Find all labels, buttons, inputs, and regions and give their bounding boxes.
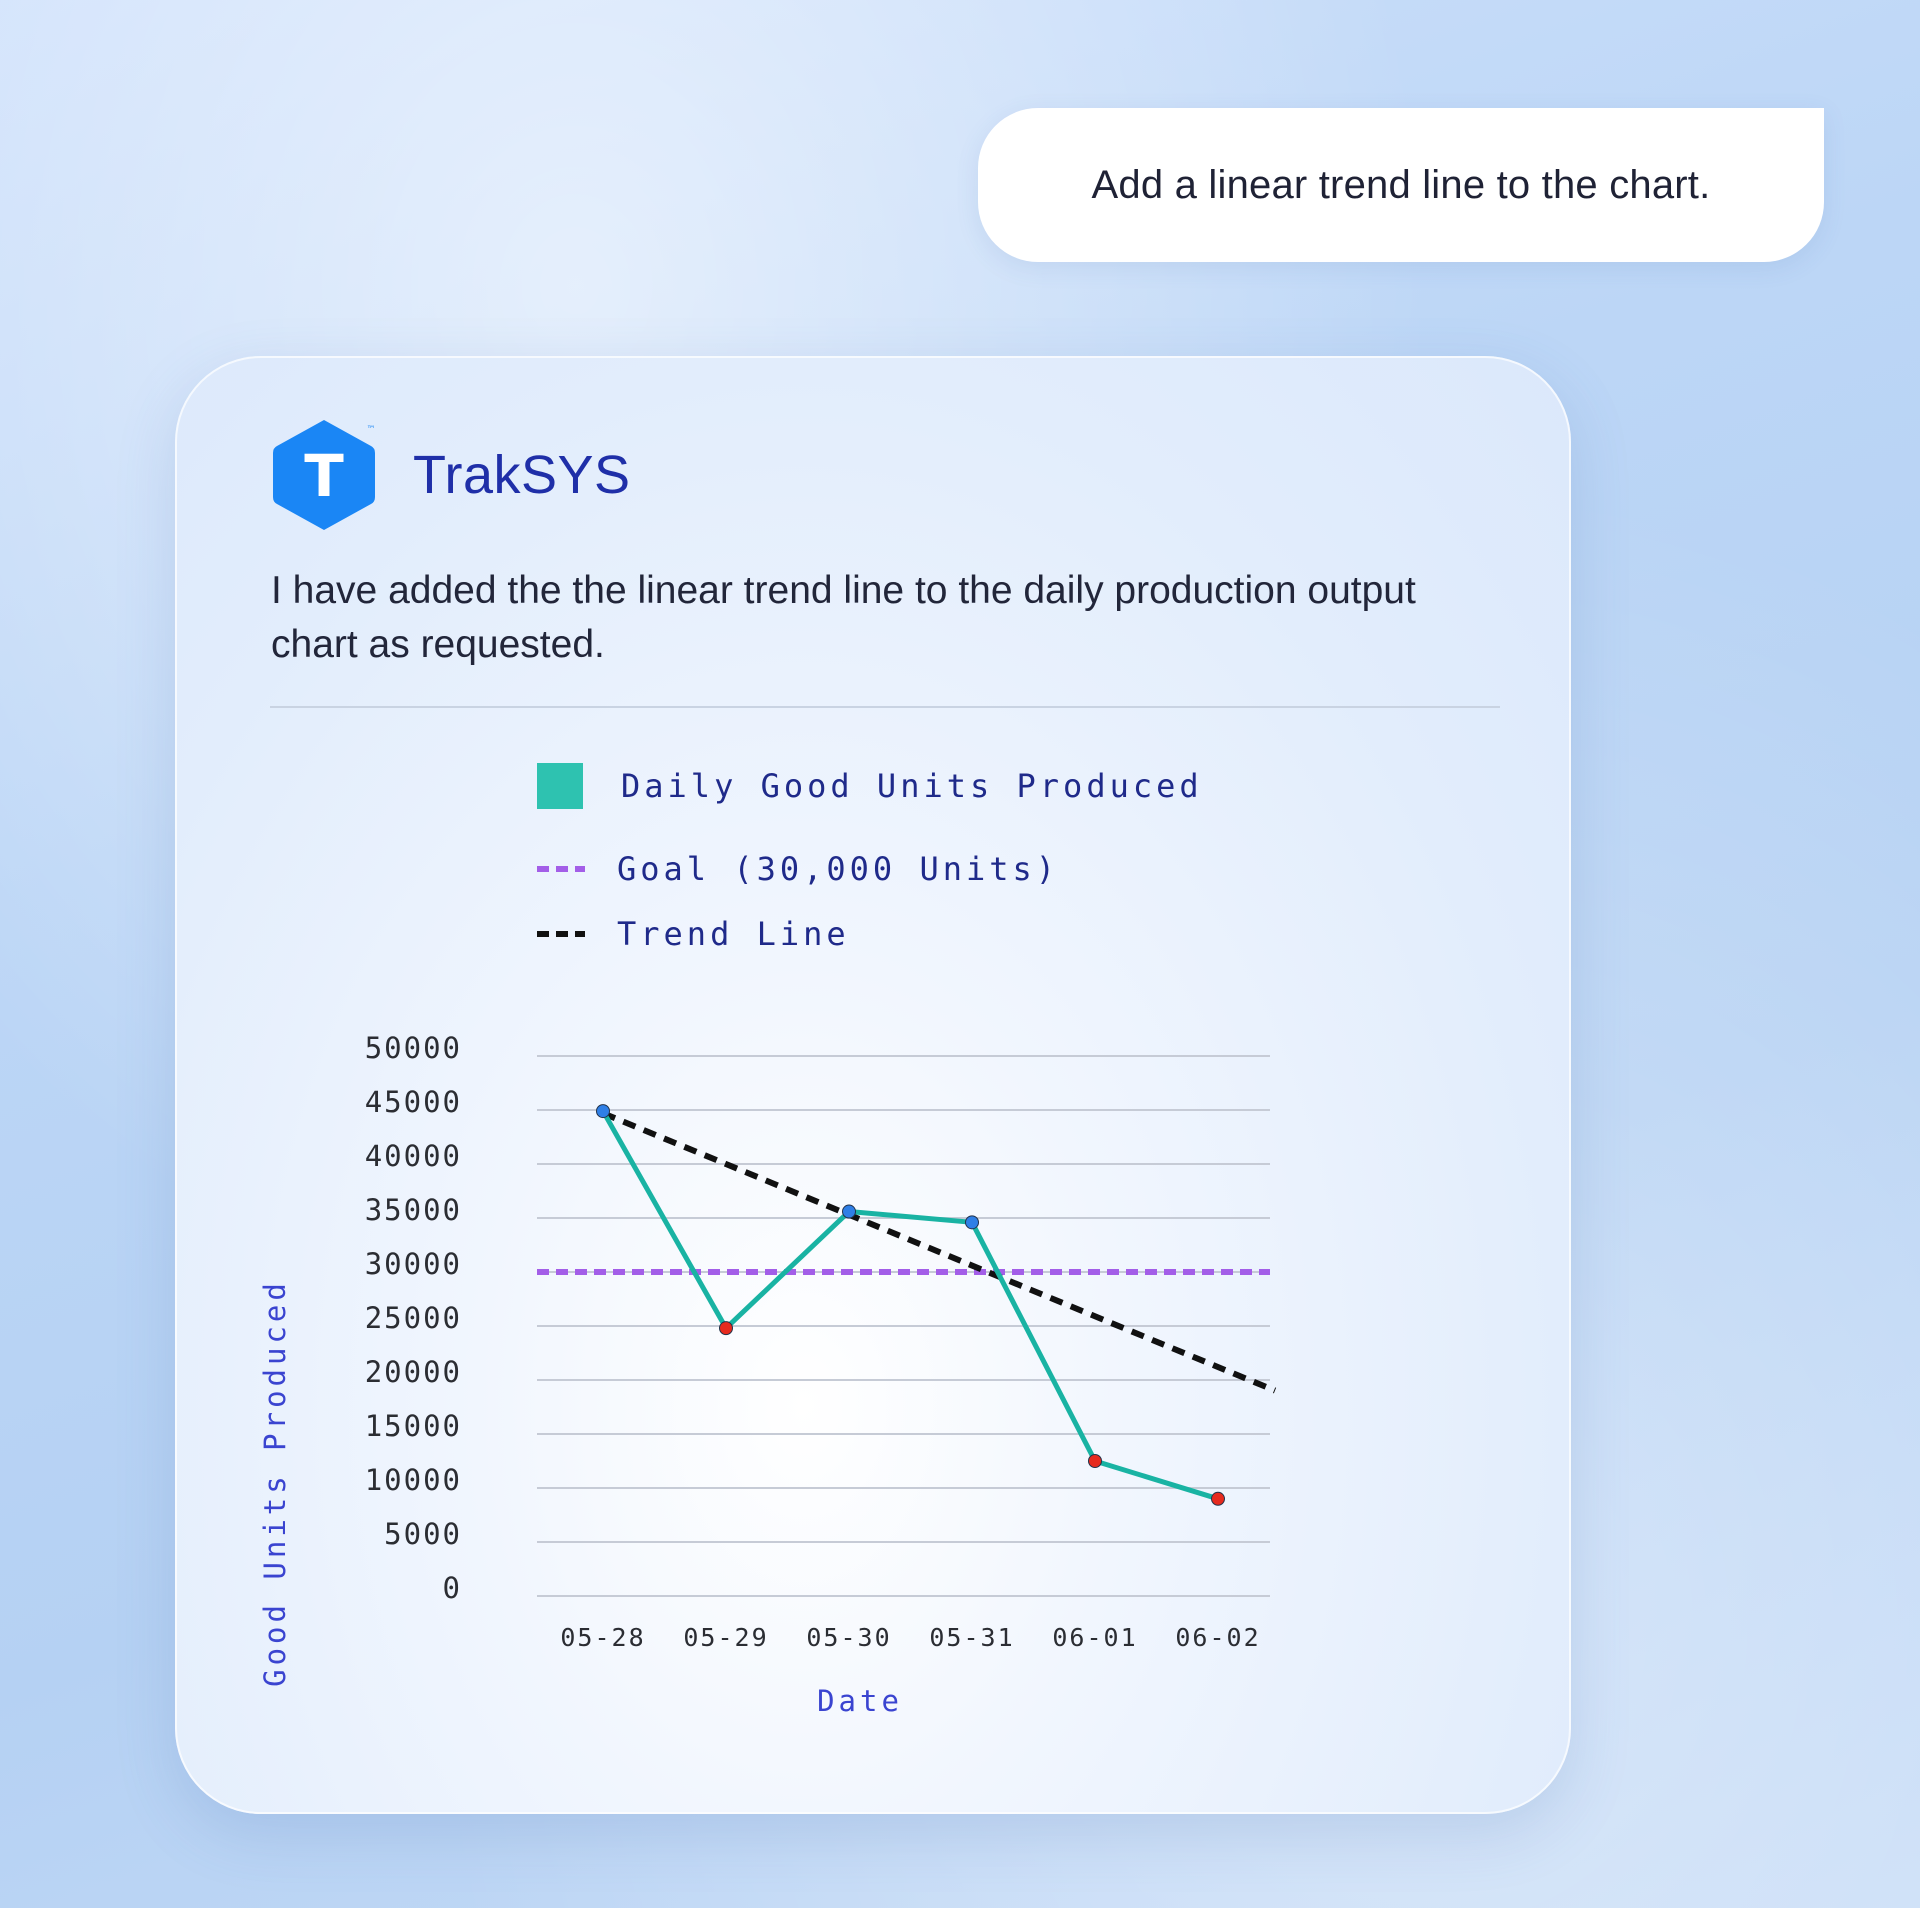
legend-label-goal: Goal (30,000 Units) — [617, 850, 1060, 888]
y-tick-label: 25000 — [365, 1301, 462, 1335]
assistant-response-card: T ™ TrakSYS I have added the the linear … — [175, 356, 1571, 1814]
legend-swatch-trend — [537, 931, 585, 937]
data-point — [965, 1215, 979, 1230]
x-tick-label: 06-02 — [1175, 1623, 1260, 1652]
data-point — [1211, 1491, 1225, 1506]
y-tick-label: 35000 — [365, 1193, 462, 1227]
legend-item-goal: Goal (30,000 Units) — [537, 849, 1059, 889]
y-tick-label: 50000 — [365, 1031, 462, 1065]
legend-swatch-daily-units — [537, 763, 583, 809]
data-point — [596, 1104, 610, 1119]
x-tick-label: 05-31 — [929, 1623, 1014, 1652]
user-message-text: Add a linear trend line to the chart. — [1091, 162, 1711, 207]
x-axis-title: Date — [817, 1684, 903, 1718]
legend-item-trend: Trend Line — [537, 914, 850, 954]
logo-letter: T — [304, 442, 344, 510]
data-point — [719, 1321, 733, 1336]
y-tick-label: 40000 — [365, 1139, 462, 1173]
chart-plot-area: 5000045000400003500030000250002000015000… — [365, 1031, 1277, 1652]
legend-swatch-goal — [537, 866, 585, 872]
x-tick-label: 05-28 — [560, 1623, 645, 1652]
legend-item-daily-units: Daily Good Units Produced — [537, 763, 1203, 809]
x-tick-label: 05-30 — [806, 1623, 891, 1652]
divider — [270, 706, 1500, 708]
y-tick-label: 10000 — [365, 1463, 462, 1497]
y-tick-label: 15000 — [365, 1409, 462, 1443]
production-chart: Daily Good Units Produced Goal (30,000 U… — [175, 356, 1571, 1814]
y-tick-label: 30000 — [365, 1247, 462, 1281]
y-tick-label: 45000 — [365, 1085, 462, 1119]
assistant-message-text: I have added the the linear trend line t… — [271, 569, 1416, 666]
legend-label-trend: Trend Line — [617, 915, 850, 953]
x-tick-label: 05-29 — [683, 1623, 768, 1652]
trademark-mark: ™ — [367, 425, 376, 435]
user-message-bubble: Add a linear trend line to the chart. — [978, 108, 1824, 262]
y-tick-label: 20000 — [365, 1355, 462, 1389]
daily-units-line — [600, 1109, 1219, 1502]
traksys-logo-icon: T ™ — [273, 420, 376, 530]
x-tick-label: 06-01 — [1052, 1623, 1137, 1652]
brand-header: T ™ TrakSYS — [269, 416, 631, 534]
data-point — [842, 1204, 856, 1219]
y-tick-label: 5000 — [384, 1517, 462, 1551]
trend-line — [601, 1110, 1277, 1394]
data-point — [1088, 1454, 1102, 1468]
legend-label-daily-units: Daily Good Units Produced — [621, 767, 1203, 805]
brand-name: TrakSYS — [413, 445, 631, 505]
y-tick-label: 0 — [443, 1571, 462, 1605]
